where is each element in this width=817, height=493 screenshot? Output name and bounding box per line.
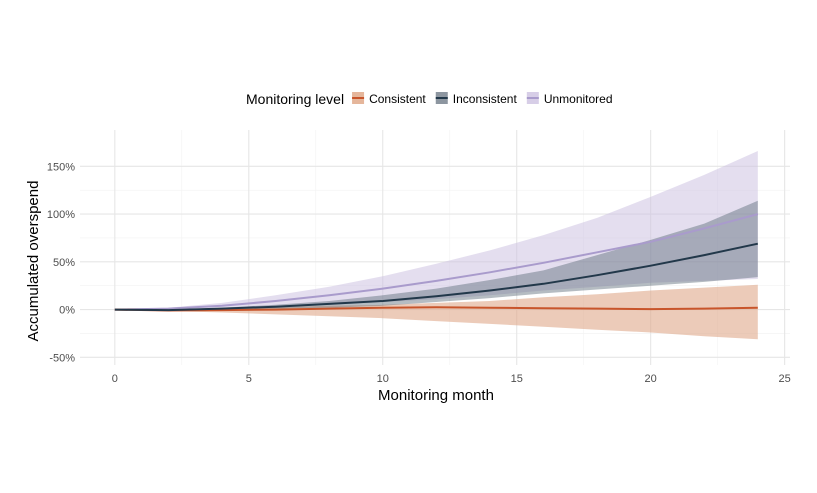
y-tick-label: 0%	[59, 305, 75, 317]
band-layer	[114, 151, 758, 340]
y-tick-label: 100%	[47, 209, 75, 221]
band-consistent	[114, 284, 758, 340]
line-layer	[114, 213, 759, 312]
x-axis-title: Monitoring month	[378, 387, 494, 404]
legend-label-inconsistent: Inconsistent	[453, 92, 518, 106]
x-tick-label: 15	[511, 373, 523, 385]
line-consistent	[114, 306, 758, 312]
x-tick-label: 5	[246, 373, 252, 385]
x-tick-label: 25	[779, 373, 791, 385]
legend-title: Monitoring level	[246, 91, 344, 107]
y-tick-label: 150%	[47, 161, 75, 173]
band-unmonitored	[114, 151, 758, 310]
y-tick-label: 50%	[53, 257, 75, 269]
x-tick-label: 20	[645, 373, 657, 385]
y-tick-label: -50%	[49, 352, 75, 364]
legend: Monitoring level Consistent Inconsistent U…	[246, 91, 613, 107]
band-inconsistent	[114, 200, 758, 311]
line-unmonitored	[114, 213, 759, 311]
legend-label-unmonitored: Unmonitored	[544, 92, 613, 106]
x-tick-label: 10	[377, 373, 389, 385]
legend-label-consistent: Consistent	[369, 92, 426, 106]
tick-layer: 0 5 10 15 20 25 -50% 0% 50% 100% 150%	[47, 161, 791, 385]
x-tick-label: 0	[112, 373, 118, 385]
y-axis-title: Accumulated overspend	[25, 181, 42, 342]
line-inconsistent	[114, 242, 759, 312]
